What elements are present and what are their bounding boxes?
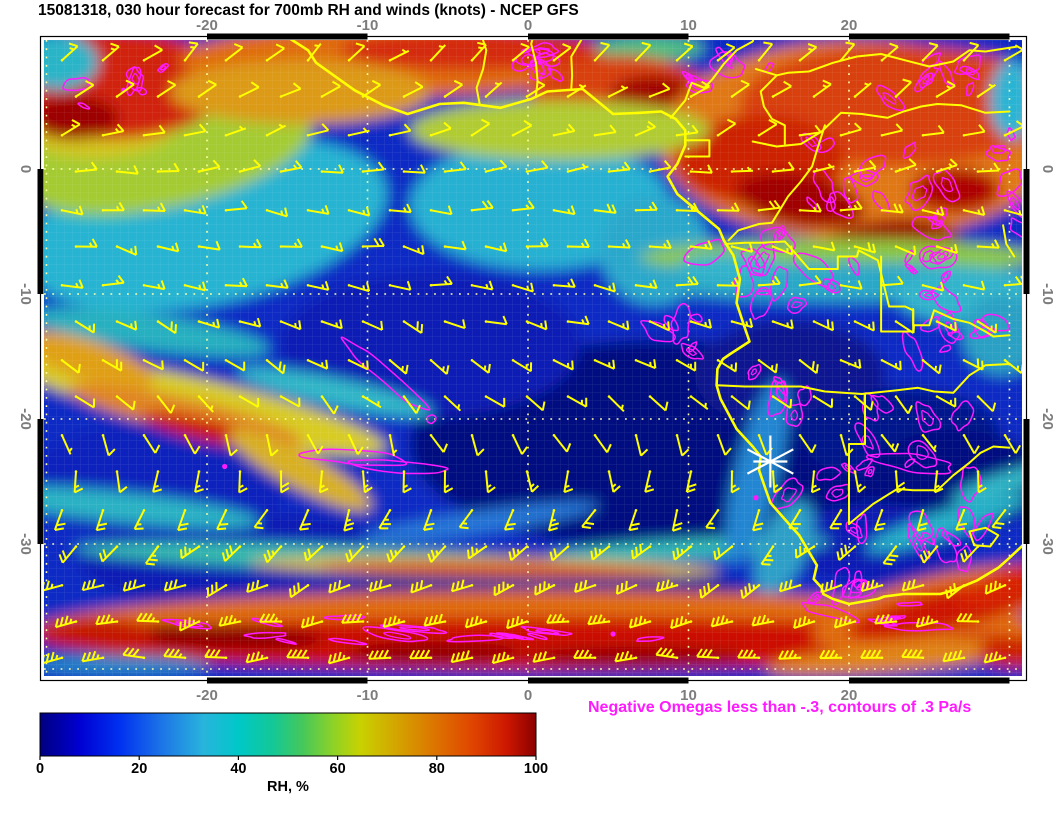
colorbar-label: RH, % xyxy=(267,779,309,795)
svg-text:-20: -20 xyxy=(196,687,218,704)
svg-text:10: 10 xyxy=(680,687,697,704)
svg-text:0: 0 xyxy=(524,17,532,34)
svg-text:100: 100 xyxy=(524,761,548,777)
svg-text:-10: -10 xyxy=(1039,283,1056,305)
map-frame xyxy=(37,33,1030,684)
svg-text:20: 20 xyxy=(841,17,858,34)
omega-annotation: Negative Omegas less than -.3, contours … xyxy=(588,699,972,716)
axis-tick-labels: -20 -20 -10 -10 0 0 10 10 20 20 0 0 -10 -10 -20 -20 -30 -… xyxy=(17,17,1056,704)
svg-text:-20: -20 xyxy=(196,17,218,34)
svg-text:0: 0 xyxy=(36,761,44,777)
svg-text:-10: -10 xyxy=(17,283,34,305)
svg-text:-10: -10 xyxy=(357,17,379,34)
svg-text:-20: -20 xyxy=(17,408,34,430)
star-marker xyxy=(746,435,794,488)
svg-text:0: 0 xyxy=(524,687,532,704)
colorbar: 0 20 40 60 80 100 RH, % xyxy=(36,712,548,795)
svg-text:20: 20 xyxy=(131,761,147,777)
svg-text:0: 0 xyxy=(17,165,34,173)
svg-text:-30: -30 xyxy=(17,533,34,555)
omega-contours-layer xyxy=(62,42,1022,646)
svg-text:40: 40 xyxy=(230,761,246,777)
wind-barbs-layer xyxy=(44,41,1022,665)
grid-mesh-texture xyxy=(44,40,1022,676)
svg-text:80: 80 xyxy=(429,761,445,777)
colorbar-ticks: 0 20 40 60 80 100 xyxy=(36,756,548,777)
svg-text:-20: -20 xyxy=(1039,408,1056,430)
page-title: 15081318, 030 hour forecast for 700mb RH… xyxy=(38,2,579,19)
svg-text:10: 10 xyxy=(680,17,697,34)
svg-text:0: 0 xyxy=(1039,165,1056,173)
svg-text:60: 60 xyxy=(330,761,346,777)
svg-text:-30: -30 xyxy=(1039,533,1056,555)
colorbar-gradient xyxy=(39,712,537,757)
svg-text:20: 20 xyxy=(841,687,858,704)
svg-text:-10: -10 xyxy=(357,687,379,704)
